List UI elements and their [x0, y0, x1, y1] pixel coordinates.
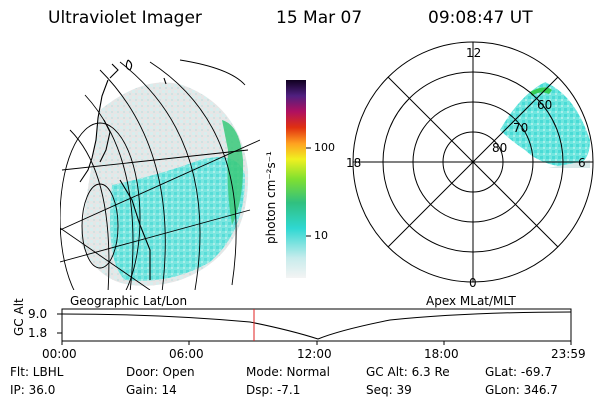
time-label: 09:08:47 UT — [428, 8, 533, 28]
mlt-label-18: 18 — [346, 156, 362, 170]
mlat-label-60: 60 — [537, 98, 553, 112]
colorbar-tick-10: 10 — [314, 229, 328, 242]
colorbar-tick-100: 100 — [314, 141, 335, 154]
seq-info: Seq: 39 — [366, 383, 412, 397]
mlt-label-12: 12 — [466, 46, 482, 60]
altitude-ylabel: GC Alt — [12, 298, 26, 336]
glat-info: GLat: -69.7 — [485, 365, 552, 379]
mlt-label-0: 0 — [469, 276, 477, 290]
mlt-label-6: 6 — [578, 156, 586, 170]
time-tick-1200: 12:00 — [297, 347, 332, 361]
glon-info: GLon: 346.7 — [485, 383, 558, 397]
time-tick-2359: 23:59 — [551, 347, 586, 361]
date-label: 15 Mar 07 — [276, 8, 363, 28]
right-panel-caption: Apex MLat/MLT — [426, 294, 516, 308]
ip-info: IP: 36.0 — [10, 383, 56, 397]
door-info: Door: Open — [126, 365, 195, 379]
time-tick-0600: 06:00 — [169, 347, 204, 361]
instrument-title: Ultraviolet Imager — [48, 8, 202, 28]
dsp-info: Dsp: -7.1 — [246, 383, 301, 397]
time-tick-0000: 00:00 — [42, 347, 77, 361]
altitude-ytick-1-8: 1.8 — [28, 326, 48, 340]
gc-alt-info: GC Alt: 6.3 Re — [366, 365, 450, 379]
mlat-label-70: 70 — [513, 121, 529, 135]
time-tick-1800: 18:00 — [424, 347, 459, 361]
left-panel-caption: Geographic Lat/Lon — [70, 294, 188, 308]
filter-info: Flt: LBHL — [10, 365, 64, 379]
mode-info: Mode: Normal — [246, 365, 330, 379]
altitude-ytick-9: 9.0 — [28, 307, 48, 321]
mlat-label-80: 80 — [492, 141, 508, 155]
gain-info: Gain: 14 — [126, 383, 177, 397]
